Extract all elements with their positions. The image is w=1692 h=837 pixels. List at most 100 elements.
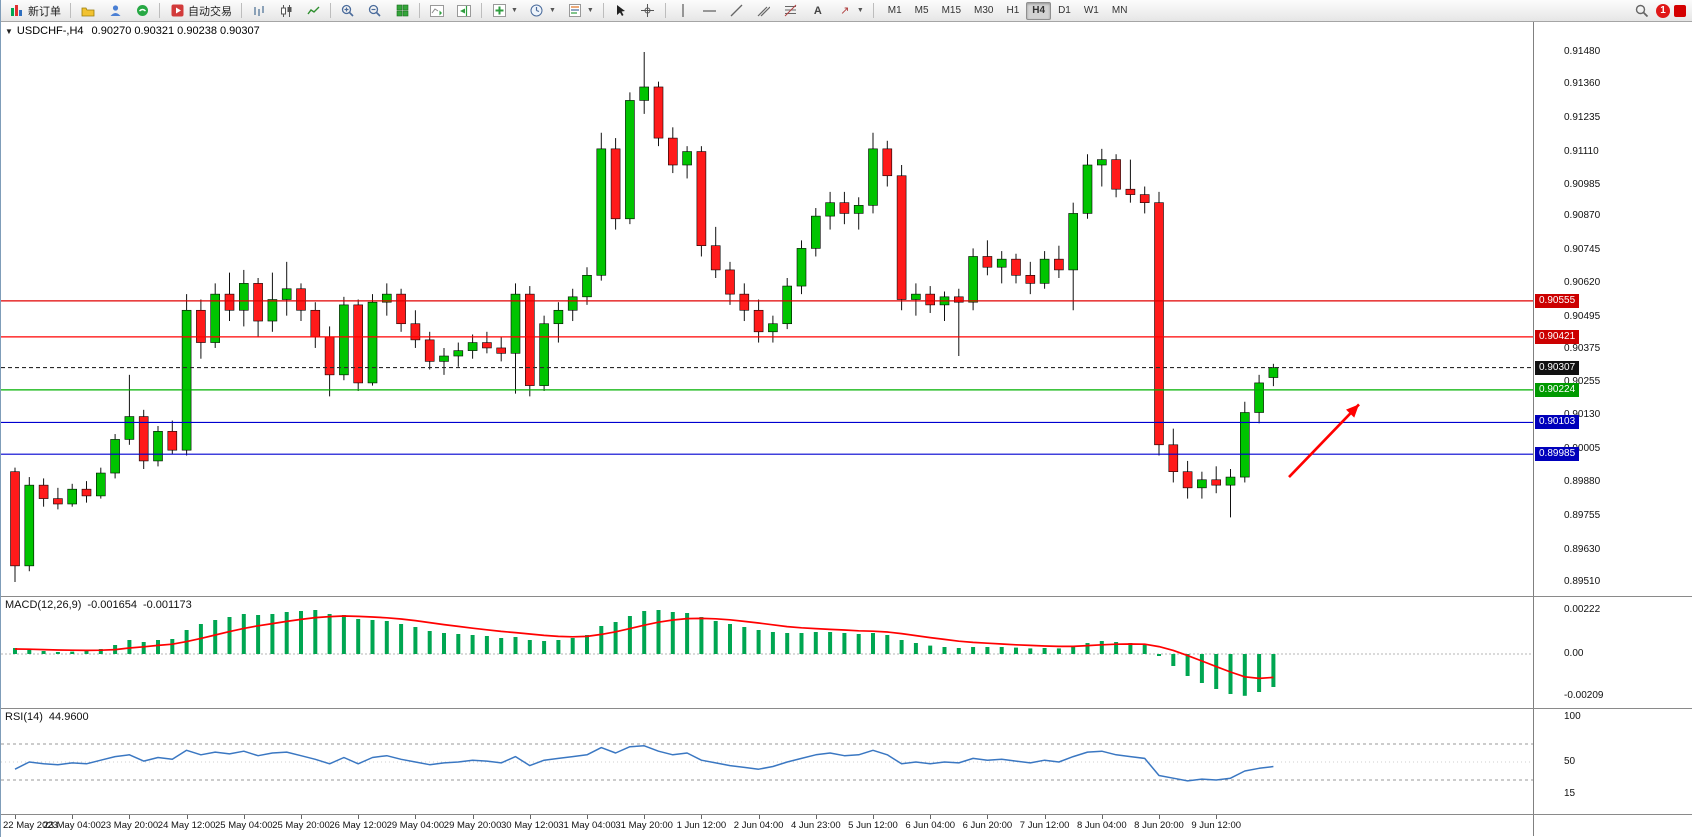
price-tick-label: 0.90870 xyxy=(1564,210,1601,222)
cursor-button[interactable] xyxy=(608,1,634,21)
timeframe-button-m15[interactable]: M15 xyxy=(941,5,962,16)
vertical-line-tool[interactable] xyxy=(670,1,696,21)
macd-chart-canvas[interactable] xyxy=(1,597,1533,708)
time-tick-label: 23 May 20:00 xyxy=(100,820,159,831)
toolbar-separator xyxy=(664,3,666,18)
alert-icon[interactable] xyxy=(1674,4,1686,17)
price-tick-label: 0.89510 xyxy=(1564,576,1601,587)
accounts-button[interactable] xyxy=(102,1,128,21)
toolbar-separator xyxy=(872,3,874,18)
macd-label: MACD(12,26,9) -0.001654 -0.001173 xyxy=(5,599,192,611)
templates-button[interactable]: ▼ xyxy=(562,1,599,21)
macd-tick-label: -0.00209 xyxy=(1564,689,1604,701)
time-tick-mark xyxy=(930,815,932,819)
candlestick-chart-button[interactable] xyxy=(273,1,299,21)
macd-tick-label: 0.00222 xyxy=(1564,603,1601,615)
time-tick-label: 6 Jun 04:00 xyxy=(905,820,956,831)
line-chart-icon xyxy=(305,3,321,18)
bar-chart-icon xyxy=(251,3,267,18)
price-tick-label: 0.89755 xyxy=(1564,510,1601,522)
chevron-down-icon: ▼ xyxy=(548,7,556,14)
horizontal-line-tool[interactable] xyxy=(697,1,723,21)
time-tick-label: 8 Jun 20:00 xyxy=(1134,820,1184,831)
timeframe-button-h4[interactable]: H4 xyxy=(1026,1,1052,20)
bar-chart-button[interactable] xyxy=(246,1,272,21)
chevron-down-icon: ▼ xyxy=(511,7,518,14)
indicators-icon xyxy=(491,3,507,18)
macd-axis[interactable]: 0.00222 0.00 -0.00209 xyxy=(1533,597,1692,708)
time-tick-label: 25 May 04:00 xyxy=(215,820,273,831)
ohlc-values: 0.90270 0.90321 0.90238 0.90307 xyxy=(91,25,260,37)
expand-triangle-icon[interactable]: ▼ xyxy=(5,27,13,36)
text-tool[interactable]: A xyxy=(805,1,831,21)
price-tick-label: 0.90985 xyxy=(1564,179,1601,191)
periods-button[interactable]: ▼ xyxy=(524,1,561,21)
macd-name: MACD(12,26,9) xyxy=(5,599,82,611)
time-tick-mark xyxy=(472,815,474,819)
toolbar-separator xyxy=(241,3,242,18)
horizontal-line-icon xyxy=(702,3,718,18)
tile-windows-button[interactable] xyxy=(389,1,415,21)
timeframe-button-m30[interactable]: M30 xyxy=(974,5,994,16)
rsi-value: 44.9600 xyxy=(48,711,89,723)
trend-arrow xyxy=(1288,403,1360,478)
macd-tick-label: 0.00 xyxy=(1564,648,1584,659)
price-chart-canvas[interactable] xyxy=(1,22,1533,596)
auto-trading-button[interactable]: 自动交易 xyxy=(164,1,237,21)
fibonacci-icon xyxy=(783,3,799,18)
templates-icon xyxy=(567,3,583,18)
channel-tool[interactable] xyxy=(751,1,777,21)
price-tick-label: 0.90495 xyxy=(1564,311,1601,322)
rsi-tick-label: 100 xyxy=(1564,711,1581,722)
zoom-in-icon xyxy=(340,3,356,18)
time-tick-label: 8 Jun 04:00 xyxy=(1076,820,1127,831)
profiles-button[interactable] xyxy=(75,1,101,21)
chart-shift-button[interactable] xyxy=(451,1,477,21)
auto-scroll-icon xyxy=(429,3,445,18)
price-pane: ▼ USDCHF-,H4 0.90270 0.90321 0.90238 0.903… xyxy=(1,22,1692,596)
indicators-button[interactable]: ▼ xyxy=(486,1,523,21)
price-level-badge: 0.90224 xyxy=(1535,382,1580,397)
new-order-button[interactable]: 新订单 xyxy=(4,1,66,21)
time-tick-label: 31 May 04:00 xyxy=(558,820,616,831)
time-tick-mark xyxy=(243,815,245,819)
timeframe-button-w1[interactable]: W1 xyxy=(1083,5,1099,16)
zoom-in-button[interactable] xyxy=(335,1,361,21)
zoom-out-button[interactable] xyxy=(362,1,388,21)
line-chart-button[interactable] xyxy=(300,1,326,21)
time-axis[interactable]: 22 May 2023 23 May 04:00 23 May 20:00 24 Ma… xyxy=(1,814,1692,836)
time-tick-label: 4 Jun 23:00 xyxy=(790,820,841,831)
time-tick-label: 25 May 20:00 xyxy=(272,820,330,831)
arrows-tool[interactable]: ↗ ▼ xyxy=(832,1,869,21)
timeframe-button-d1[interactable]: D1 xyxy=(1058,5,1071,16)
fibonacci-tool[interactable] xyxy=(778,1,804,21)
timeframe-button-mn[interactable]: MN xyxy=(1111,5,1128,16)
timeframe-button-h1[interactable]: H1 xyxy=(1006,5,1020,16)
price-level-badge: 0.90103 xyxy=(1535,415,1580,430)
search-button[interactable] xyxy=(1629,1,1655,21)
new-order-label: 新订单 xyxy=(28,5,61,18)
auto-scroll-button[interactable] xyxy=(424,1,450,21)
price-level-badge: 0.90555 xyxy=(1535,293,1580,308)
market-button[interactable] xyxy=(129,1,155,21)
timeframe-button-m1[interactable]: M1 xyxy=(887,5,902,16)
toolbar-separator xyxy=(70,3,71,18)
notification-badge[interactable]: 1 xyxy=(1656,3,1670,18)
crosshair-icon xyxy=(640,3,656,18)
rsi-axis[interactable]: 100 50 15 xyxy=(1533,709,1692,814)
price-axis[interactable]: 0.91480 0.91360 0.91235 0.91110 0.90985 0.908… xyxy=(1533,22,1692,596)
price-tick-label: 0.91480 xyxy=(1564,46,1601,57)
rsi-label: RSI(14) 44.9600 xyxy=(5,711,89,723)
trendline-tool[interactable] xyxy=(724,1,750,21)
zoom-out-icon xyxy=(367,3,383,18)
timeframe-button-m5[interactable]: M5 xyxy=(914,5,929,16)
crosshair-button[interactable] xyxy=(635,1,661,21)
time-tick-mark xyxy=(815,815,817,819)
price-tick-label: 0.90255 xyxy=(1564,375,1601,387)
price-tick-label: 0.91360 xyxy=(1564,78,1601,90)
rsi-chart-canvas[interactable] xyxy=(1,709,1533,814)
price-tick-label: 0.91235 xyxy=(1564,111,1601,123)
time-tick-mark xyxy=(415,815,417,819)
time-tick-label: 1 Jun 12:00 xyxy=(676,820,727,831)
